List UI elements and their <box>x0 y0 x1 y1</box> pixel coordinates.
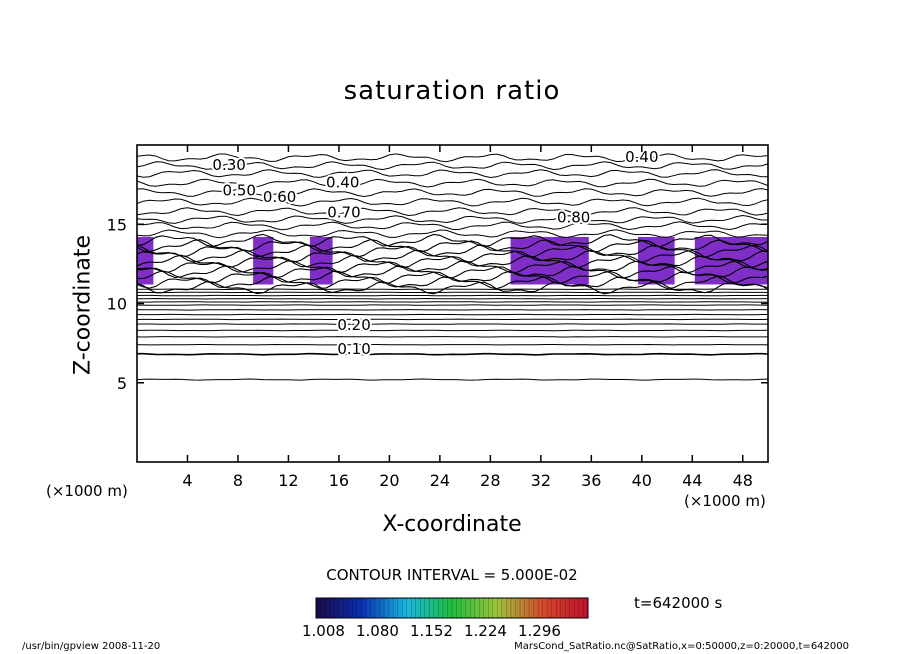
contour-line <box>136 169 769 179</box>
x-tick-label: 24 <box>430 471 450 490</box>
contour-line <box>136 153 769 163</box>
contour-line <box>136 178 769 188</box>
contour-line <box>136 229 769 239</box>
y-tick-label: 15 <box>107 215 127 234</box>
contour-line <box>136 197 769 207</box>
x-tick-label: 28 <box>480 471 500 490</box>
x-tick-label: 36 <box>581 471 601 490</box>
contour-label: 0.10 <box>337 340 370 358</box>
colorbar-tick-label: 1.008 <box>302 622 345 640</box>
x-unit-right: (×1000 m) <box>684 492 766 510</box>
contour-line <box>136 318 769 321</box>
contour-line <box>136 233 769 248</box>
contour-line <box>136 239 769 253</box>
contour-line <box>136 207 769 217</box>
contour-line <box>137 352 769 356</box>
contour-line <box>136 281 769 295</box>
contour-line <box>136 270 769 285</box>
x-tick-label: 40 <box>632 471 652 490</box>
footer-left: /usr/bin/gpview 2008-11-20 <box>22 641 161 652</box>
contour-line <box>136 260 769 274</box>
contour-interval: CONTOUR INTERVAL = 5.000E-02 <box>326 566 578 584</box>
contour-label: 0.70 <box>327 204 360 222</box>
x-unit-left: (×1000 m) <box>46 482 128 500</box>
supersaturated-region <box>309 236 333 285</box>
colorbar-tick-label: 1.224 <box>464 622 507 640</box>
x-tick-label: 4 <box>182 471 192 490</box>
contour-line <box>137 329 769 332</box>
contour-label: 0.60 <box>263 188 296 206</box>
y-tick-label: 5 <box>117 374 127 393</box>
x-tick-label: 32 <box>531 471 551 490</box>
contour-line <box>136 161 769 171</box>
contour-label: 0.30 <box>212 156 245 174</box>
supersaturated-region <box>137 236 154 285</box>
colorbar-tick-label: 1.296 <box>518 622 561 640</box>
x-tick-label: 16 <box>329 471 349 490</box>
colorbar-tick-label: 1.080 <box>356 622 399 640</box>
contour-line <box>136 188 769 198</box>
contour-line <box>136 378 769 381</box>
footer-right: MarsCond_SatRatio.nc@SatRatio,x=0:50000,… <box>514 641 849 652</box>
x-tick-label: 44 <box>682 471 702 490</box>
contour-line <box>136 214 768 224</box>
contour-label: 0.40 <box>625 148 658 166</box>
contour-label: 0.50 <box>223 181 256 199</box>
contour-line <box>136 309 769 311</box>
y-tick-label: 10 <box>107 295 127 314</box>
contour-label: 0.20 <box>337 316 370 334</box>
contour-line <box>136 297 769 300</box>
colorbar-tick-label: 1.152 <box>410 622 453 640</box>
x-axis-label: X-coordinate <box>382 512 522 537</box>
time-label: t=642000 s <box>634 594 723 612</box>
contour-line <box>137 288 768 291</box>
supersaturated-region <box>638 236 675 285</box>
contour-label: 0.80 <box>557 208 590 226</box>
contour-line <box>136 294 768 297</box>
x-tick-label: 12 <box>278 471 298 490</box>
contour-line <box>136 221 769 231</box>
x-tick-label: 48 <box>733 471 753 490</box>
y-axis-label: Z-coordinate <box>70 235 96 375</box>
contour-label: 0.40 <box>326 174 359 192</box>
chart-title: saturation ratio <box>343 76 561 106</box>
x-tick-label: 8 <box>233 471 243 490</box>
x-tick-label: 20 <box>379 471 399 490</box>
